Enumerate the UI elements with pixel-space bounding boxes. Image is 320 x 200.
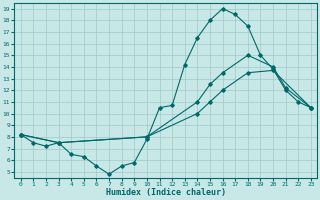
X-axis label: Humidex (Indice chaleur): Humidex (Indice chaleur) [106, 188, 226, 197]
